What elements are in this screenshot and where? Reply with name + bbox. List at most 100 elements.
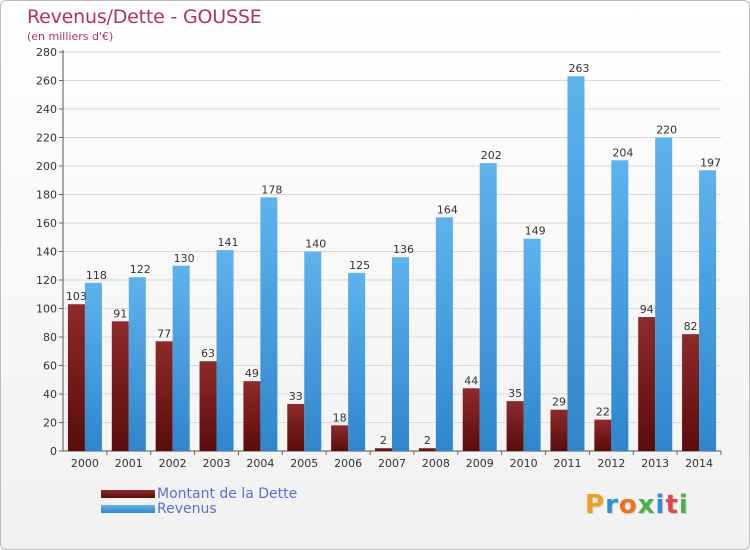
chart-subtitle: (en milliers d'€) — [27, 30, 114, 43]
ytick-label-280: 280 — [36, 46, 57, 59]
ytick-label-20: 20 — [43, 417, 57, 430]
label-revenus-2001: 122 — [130, 263, 151, 276]
logo-letter: o — [618, 490, 638, 520]
label-dette-2003: 63 — [201, 347, 215, 360]
data-labels: 103 118 91 122 77 130 63 141 49 178 33 140 18 125 2 136… — [66, 62, 721, 447]
ytick-label-80: 80 — [43, 331, 57, 344]
bar-revenus-2014 — [699, 170, 717, 451]
label-dette-2014: 82 — [684, 320, 698, 333]
bar-revenus-2013 — [655, 137, 673, 451]
label-revenus-2011: 263 — [568, 62, 589, 75]
bar-revenus-2009 — [479, 163, 497, 451]
label-revenus-2013: 220 — [656, 124, 677, 137]
label-revenus-2003: 141 — [218, 236, 239, 249]
bar-revenus-2007 — [392, 257, 409, 451]
bar-dette-2010 — [506, 401, 524, 451]
bar-dette-2003 — [199, 361, 217, 451]
xtick-label-2013: 2013 — [641, 457, 669, 470]
ytick-label-180: 180 — [36, 189, 57, 202]
bar-dette-2013 — [638, 317, 656, 451]
bar-revenus-2004 — [260, 197, 278, 451]
bar-revenus-2001 — [128, 277, 146, 451]
bars — [67, 76, 717, 452]
xtick-label-2007: 2007 — [378, 457, 406, 470]
ytick-label-40: 40 — [43, 388, 57, 401]
label-revenus-2006: 125 — [349, 259, 370, 272]
bar-revenus-2003 — [216, 250, 234, 451]
xtick-label-2001: 2001 — [115, 457, 143, 470]
xtick-label-2008: 2008 — [422, 457, 450, 470]
label-revenus-2014: 197 — [700, 156, 721, 169]
ytick-label-160: 160 — [36, 217, 57, 230]
label-revenus-2002: 130 — [174, 252, 195, 265]
bar-dette-2014 — [682, 334, 700, 451]
bar-dette-2000 — [67, 304, 85, 451]
bar-dette-2007 — [375, 448, 392, 451]
legend-swatch-revenus — [101, 505, 155, 513]
label-revenus-2007: 136 — [393, 243, 414, 256]
xtick-label-2005: 2005 — [290, 457, 318, 470]
ytick-label-200: 200 — [36, 160, 57, 173]
ytick-label-220: 220 — [36, 132, 57, 145]
ytick-label-120: 120 — [36, 274, 57, 287]
logo-letter: i — [655, 490, 666, 520]
label-dette-2007: 2 — [380, 434, 387, 447]
bar-dette-2002 — [155, 341, 173, 451]
logo-letter: r — [605, 490, 619, 520]
label-dette-2011: 29 — [552, 396, 566, 409]
ytick-label-60: 60 — [43, 360, 57, 373]
bar-revenus-2011 — [567, 76, 585, 451]
label-dette-2008: 2 — [424, 434, 431, 447]
logo-letter: P — [585, 490, 606, 520]
bar-revenus-2002 — [172, 265, 190, 451]
bar-dette-2008 — [418, 448, 436, 451]
label-revenus-2000: 118 — [86, 269, 107, 282]
xtick-label-2014: 2014 — [685, 457, 713, 470]
xtick-label-2011: 2011 — [553, 457, 581, 470]
legend-label-dette: Montant de la Dette — [157, 486, 298, 502]
ytick-label-240: 240 — [36, 103, 57, 116]
bar-dette-2004 — [243, 381, 261, 451]
ytick-label-100: 100 — [36, 303, 57, 316]
bar-revenus-2008 — [435, 217, 453, 451]
ytick-label-260: 260 — [36, 75, 57, 88]
ytick-label-140: 140 — [36, 246, 57, 259]
xtick-label-2000: 2000 — [71, 457, 99, 470]
label-revenus-2012: 204 — [612, 146, 633, 159]
xtick-label-2009: 2009 — [466, 457, 494, 470]
proxiti-logo: Proxiti — [585, 490, 689, 520]
label-dette-2009: 44 — [464, 374, 478, 387]
logo-letter: t — [665, 490, 679, 520]
label-dette-2006: 18 — [333, 411, 347, 424]
label-dette-2001: 91 — [113, 307, 127, 320]
bar-revenus-2010 — [523, 238, 541, 451]
bar-dette-2005 — [287, 403, 305, 451]
xtick-label-2002: 2002 — [159, 457, 187, 470]
logo-letter: i — [678, 490, 689, 520]
bar-dette-2011 — [550, 409, 568, 451]
xtick-label-2006: 2006 — [334, 457, 362, 470]
label-dette-2005: 33 — [289, 390, 303, 403]
bar-revenus-2000 — [84, 282, 102, 451]
label-dette-2000: 103 — [66, 290, 87, 303]
label-dette-2012: 22 — [596, 406, 610, 419]
label-revenus-2009: 202 — [481, 149, 502, 162]
chart-title: Revenus/Dette - GOUSSE — [27, 6, 262, 28]
label-dette-2002: 77 — [157, 327, 171, 340]
label-revenus-2005: 140 — [305, 238, 326, 251]
xtick-label-2010: 2010 — [510, 457, 538, 470]
label-revenus-2008: 164 — [437, 203, 458, 216]
bar-dette-2009 — [462, 388, 480, 451]
bar-dette-2001 — [111, 321, 129, 451]
bar-dette-2012 — [594, 419, 612, 451]
xtick-label-2004: 2004 — [246, 457, 274, 470]
xtick-label-2003: 2003 — [203, 457, 231, 470]
label-dette-2013: 94 — [640, 303, 654, 316]
xtick-label-2012: 2012 — [597, 457, 625, 470]
bar-revenus-2012 — [611, 160, 629, 452]
label-dette-2010: 35 — [508, 387, 522, 400]
bar-dette-2006 — [331, 425, 349, 451]
axes: 0 20 40 60 80 100 120 140 160 180 200 220 240 260 280 2… — [36, 46, 722, 470]
